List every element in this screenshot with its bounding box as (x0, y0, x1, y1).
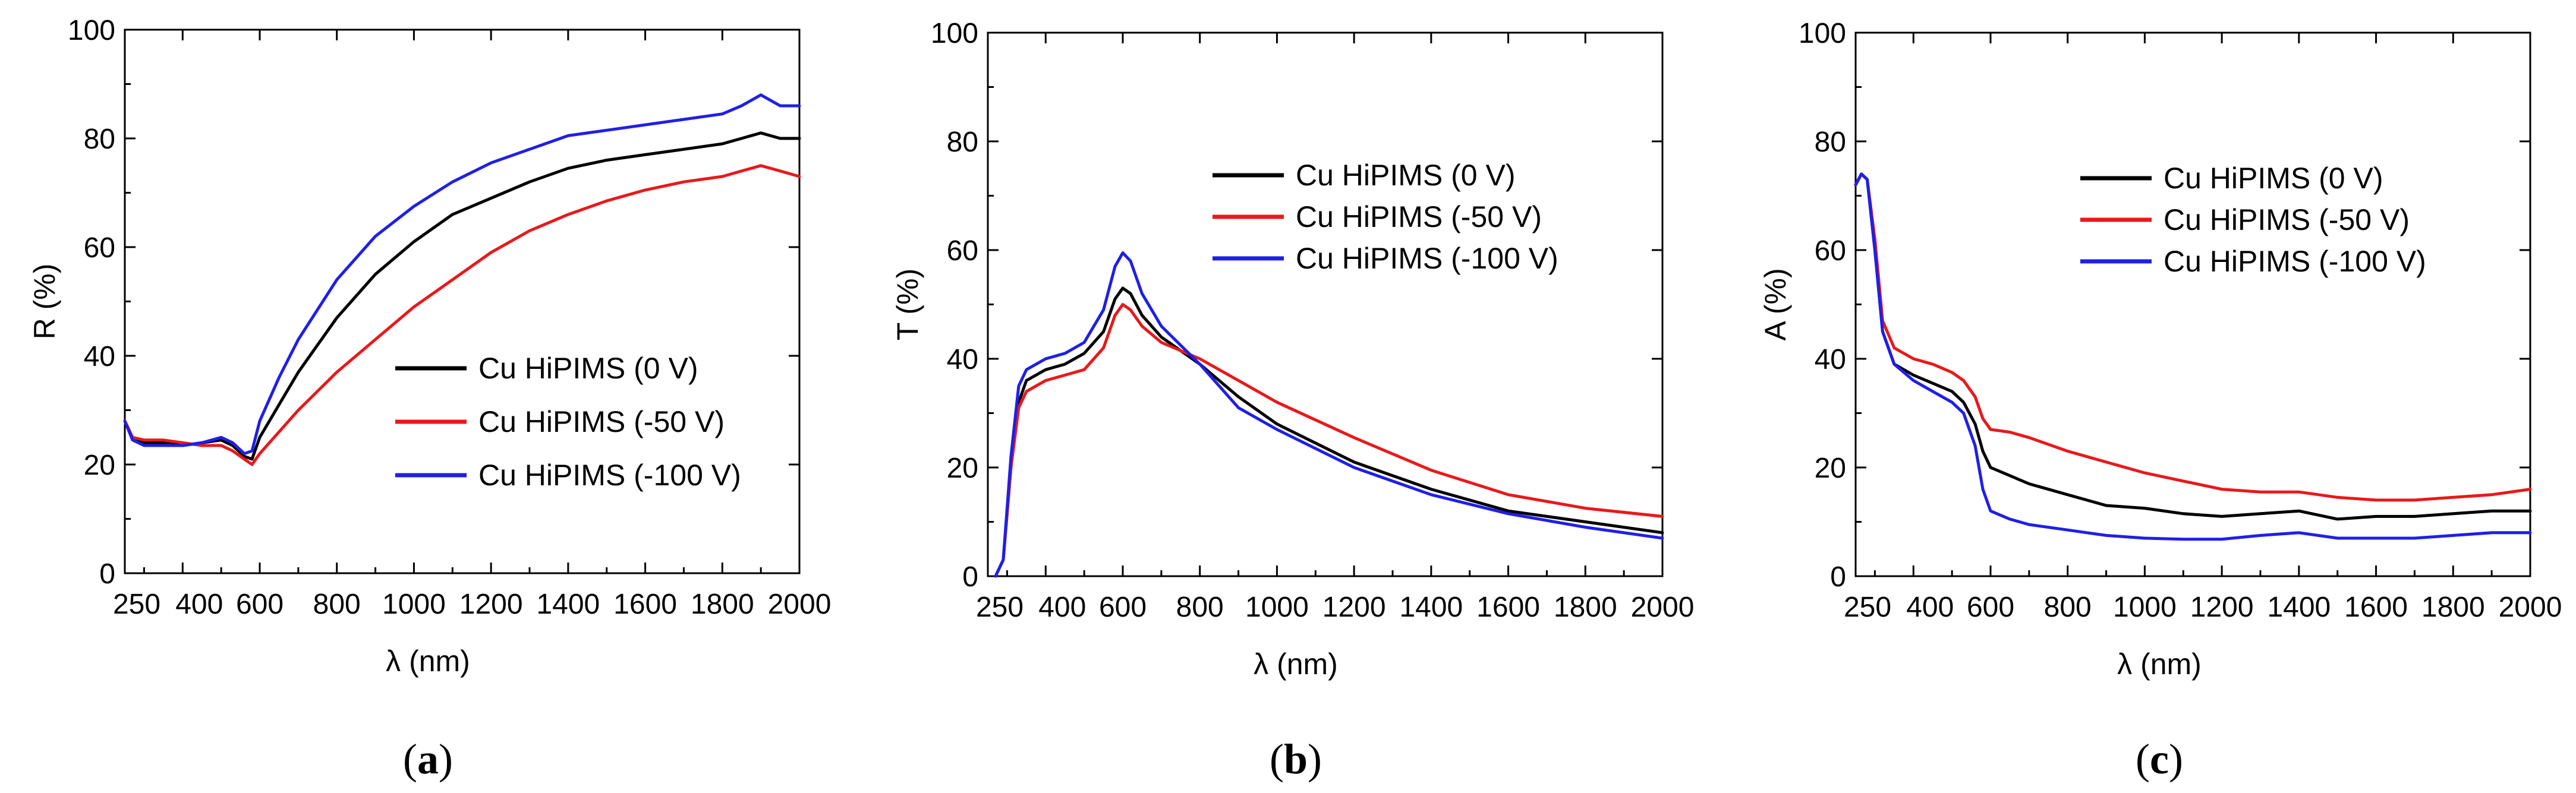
panel-label: (a) (403, 735, 453, 783)
legend-entry: Cu HiPIMS (-50 V) (2164, 203, 2410, 236)
series-line-2 (123, 93, 801, 456)
series-line-2 (1854, 172, 2532, 541)
x-tick-label: 1800 (2421, 592, 2485, 623)
x-tick-label: 1000 (2113, 592, 2177, 623)
legend: Cu HiPIMS (0 V) Cu HiPIMS (-50 V) Cu HiPIM… (2080, 162, 2426, 278)
y-tick-label: 60 (1815, 235, 1846, 267)
chart-panel-c: 250 400 600 800 1000 1200 1400 1600 1800 2000 0 20 4… (1759, 18, 2562, 783)
x-tick-label: 250 (1844, 592, 1891, 623)
x-axis (987, 33, 1664, 576)
y-tick-label: 80 (84, 124, 115, 155)
y-tick-label: 40 (84, 341, 115, 372)
x-tick-label: 250 (976, 592, 1024, 623)
y-axis-label: R (%) (28, 264, 61, 340)
x-tick-label: 600 (1967, 592, 2014, 623)
x-tick-label: 1600 (1476, 592, 1540, 623)
x-tick-label: 1600 (613, 589, 677, 620)
y-tick-label: 80 (1815, 127, 1846, 158)
panel-label: (c) (2136, 735, 2183, 783)
x-tick-label: 250 (113, 589, 160, 620)
legend-entry: Cu HiPIMS (0 V) (1296, 159, 1516, 192)
x-tick-label: 400 (175, 589, 223, 620)
y-tick-label: 20 (84, 450, 115, 481)
x-tick-label: 1000 (382, 589, 446, 620)
x-tick-label: 1800 (691, 589, 754, 620)
y-tick-label: 0 (1830, 561, 1846, 593)
panel-label: (b) (1270, 735, 1322, 783)
y-axis (1856, 31, 2530, 577)
x-tick-label: 1800 (1554, 592, 1617, 623)
x-tick-label: 1600 (2344, 592, 2408, 623)
legend-entry: Cu HiPIMS (0 V) (478, 352, 698, 385)
legend: Cu HiPIMS (0 V) Cu HiPIMS (-50 V) Cu HiPIM… (1213, 159, 1558, 275)
y-tick-label: 0 (962, 561, 978, 593)
x-axis (1854, 33, 2531, 576)
x-tick-label: 600 (1099, 592, 1147, 623)
x-tick-label: 800 (2044, 592, 2092, 623)
x-tick-label: 2000 (1631, 592, 1695, 623)
series-line-1 (1854, 172, 2532, 502)
y-tick-label: 80 (947, 127, 978, 158)
y-axis-label: T (%) (891, 268, 924, 340)
x-tick-label: 400 (1038, 592, 1086, 623)
y-tick-label: 100 (931, 18, 978, 49)
y-axis-label: A (%) (1759, 268, 1792, 340)
legend-entry: Cu HiPIMS (-100 V) (2164, 245, 2426, 278)
legend-entry: Cu HiPIMS (-50 V) (478, 405, 725, 438)
x-tick-label: 400 (1906, 592, 1954, 623)
series-line-2 (994, 251, 1664, 578)
x-tick-label: 1400 (2267, 592, 2331, 623)
y-tick-label: 40 (1815, 344, 1846, 375)
legend: Cu HiPIMS (0 V) Cu HiPIMS (-50 V) Cu HiPIM… (395, 352, 741, 492)
x-axis-label: λ (nm) (1254, 647, 1338, 681)
x-axis-label: λ (nm) (386, 644, 470, 678)
legend-entry: Cu HiPIMS (-100 V) (478, 459, 741, 492)
series-line-0 (994, 286, 1664, 578)
y-tick-label: 60 (947, 235, 978, 267)
x-tick-label: 1200 (1322, 592, 1386, 623)
legend-entry: Cu HiPIMS (0 V) (2164, 162, 2383, 195)
y-tick-label: 60 (84, 232, 115, 264)
y-tick-label: 20 (947, 453, 978, 484)
x-tick-label: 2000 (2499, 592, 2562, 623)
x-tick-label: 600 (236, 589, 284, 620)
legend-entry: Cu HiPIMS (-50 V) (1296, 200, 1542, 233)
y-tick-label: 100 (68, 15, 115, 46)
x-tick-label: 1200 (459, 589, 523, 620)
x-tick-label: 1400 (536, 589, 600, 620)
x-tick-label: 1400 (1399, 592, 1463, 623)
chart-panel-b: 250 400 600 800 1000 1200 1400 1600 1800 2000 0 20 4… (891, 18, 1694, 783)
series-line-1 (994, 303, 1664, 578)
y-tick-label: 40 (947, 344, 978, 375)
x-axis (124, 30, 801, 573)
legend-entry: Cu HiPIMS (-100 V) (1296, 242, 1558, 275)
x-axis-label: λ (nm) (2117, 647, 2202, 681)
x-tick-label: 800 (1176, 592, 1224, 623)
y-axis (988, 31, 1662, 577)
x-tick-label: 1200 (2190, 592, 2254, 623)
x-tick-label: 800 (313, 589, 361, 620)
y-tick-label: 20 (1815, 453, 1846, 484)
y-tick-label: 0 (99, 558, 115, 590)
y-tick-label: 100 (1799, 18, 1846, 49)
x-tick-label: 1000 (1245, 592, 1309, 623)
x-tick-label: 2000 (768, 589, 832, 620)
chart-panel-a: 250 400 600 800 1000 1200 1400 1600 1800 2000 0 20 4… (28, 15, 831, 783)
